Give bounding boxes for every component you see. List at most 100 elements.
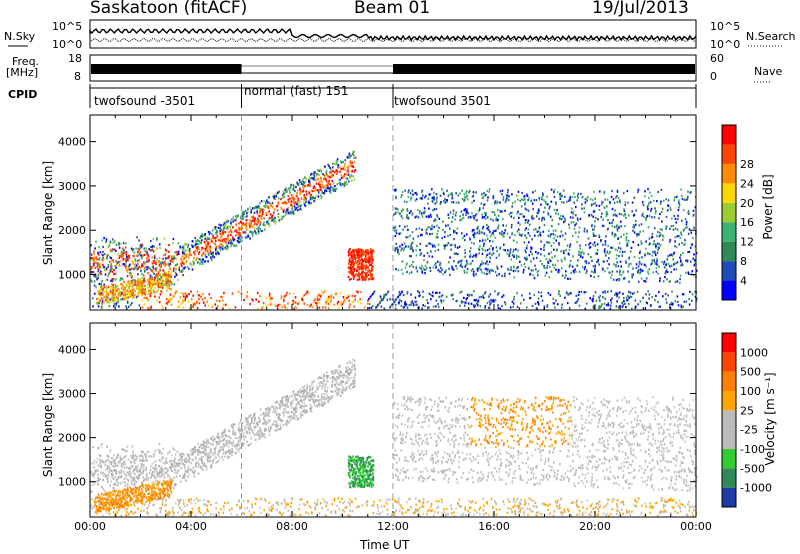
heatmap-cell xyxy=(296,189,299,192)
heatmap-cell xyxy=(602,296,604,299)
heatmap-cell xyxy=(406,214,408,217)
heatmap-cell xyxy=(694,290,696,293)
heatmap-cell xyxy=(217,460,219,463)
heatmap-cell xyxy=(173,283,176,286)
heatmap-cell xyxy=(126,300,129,303)
noise-right-tick-top: 10^5 xyxy=(710,20,741,33)
heatmap-cell xyxy=(428,226,431,229)
heatmap-cell xyxy=(369,256,371,260)
heatmap-cell xyxy=(475,213,478,216)
heatmap-cell xyxy=(369,255,372,258)
heatmap-cell xyxy=(368,297,370,301)
heatmap-cell xyxy=(583,252,585,255)
heatmap-cell xyxy=(192,303,195,307)
heatmap-cell xyxy=(159,293,162,296)
heatmap-cell xyxy=(113,240,116,243)
heatmap-cell xyxy=(157,471,159,474)
heatmap-cell xyxy=(158,442,161,446)
heatmap-cell xyxy=(158,273,161,276)
heatmap-cell xyxy=(523,241,526,244)
heatmap-cell xyxy=(217,436,219,439)
heatmap-cell xyxy=(265,297,268,300)
heatmap-cell xyxy=(677,199,680,202)
heatmap-cell xyxy=(146,257,148,260)
heatmap-cell xyxy=(96,278,98,281)
heatmap-cell xyxy=(504,303,507,306)
heatmap-cell xyxy=(455,192,457,195)
heatmap-cell xyxy=(242,214,244,217)
heatmap-cell xyxy=(615,264,617,267)
heatmap-cell xyxy=(333,378,335,381)
heatmap-cell xyxy=(340,184,342,187)
heatmap-cell xyxy=(453,229,455,232)
heatmap-cell xyxy=(275,195,277,198)
heatmap-cell xyxy=(644,254,646,257)
heatmap-cell xyxy=(610,276,612,279)
heatmap-cell xyxy=(455,300,458,303)
heatmap-cell xyxy=(141,455,144,458)
heatmap-cell xyxy=(137,293,140,296)
heatmap-cell xyxy=(339,182,342,185)
heatmap-cell xyxy=(208,293,211,296)
heatmap-cell xyxy=(501,193,503,196)
heatmap-cell xyxy=(543,199,545,202)
heatmap-cell xyxy=(230,244,232,248)
heatmap-cell xyxy=(316,189,319,192)
heatmap-cell xyxy=(533,293,536,296)
heatmap-cell xyxy=(583,207,586,210)
heatmap-cell xyxy=(400,299,403,303)
heatmap-cell xyxy=(407,195,410,198)
heatmap-cell xyxy=(140,286,143,289)
heatmap-cell xyxy=(158,296,160,299)
heatmap-cell xyxy=(670,253,673,256)
heatmap-cell xyxy=(177,300,180,303)
heatmap-cell xyxy=(277,213,280,216)
heatmap-cell xyxy=(416,270,419,273)
heatmap-cell xyxy=(284,201,286,204)
heatmap-cell xyxy=(309,193,312,196)
heatmap-cell xyxy=(147,298,150,302)
heatmap-cell xyxy=(356,249,358,253)
heatmap-cell xyxy=(647,252,650,255)
heatmap-cell xyxy=(150,249,152,252)
heatmap-cell xyxy=(407,191,410,194)
heatmap-cell xyxy=(502,198,505,201)
heatmap-cell xyxy=(459,215,461,218)
heatmap-cell xyxy=(181,251,184,254)
heatmap-cell xyxy=(338,307,340,310)
heatmap-cell xyxy=(674,236,676,239)
heatmap-cell xyxy=(172,447,174,450)
heatmap-cell xyxy=(291,210,293,213)
heatmap-cell xyxy=(615,265,617,268)
heatmap-cell xyxy=(616,293,618,296)
heatmap-cell xyxy=(254,230,256,233)
heatmap-cell xyxy=(300,191,303,194)
heatmap-cell xyxy=(285,293,287,296)
heatmap-cell xyxy=(274,304,277,307)
heatmap-cell xyxy=(432,305,435,308)
heatmap-cell xyxy=(207,241,209,244)
heatmap-cell xyxy=(257,307,259,310)
heatmap-cell xyxy=(588,262,590,265)
heatmap-cell xyxy=(266,199,268,202)
heatmap-cell xyxy=(297,202,299,205)
heatmap-cell xyxy=(155,273,158,276)
heatmap-cell xyxy=(92,260,95,263)
heatmap-cell xyxy=(618,273,621,276)
heatmap-cell xyxy=(252,299,254,302)
heatmap-cell xyxy=(127,256,129,259)
heatmap-cell xyxy=(453,238,455,241)
heatmap-cell xyxy=(162,257,164,260)
heatmap-cell xyxy=(328,176,331,179)
heatmap-cell xyxy=(510,268,512,271)
heatmap-cell xyxy=(478,229,481,232)
heatmap-cell xyxy=(234,219,237,222)
heatmap-cell xyxy=(560,258,563,261)
heatmap-cell xyxy=(352,254,354,257)
heatmap-cell xyxy=(207,245,209,248)
heatmap-cell xyxy=(642,203,645,207)
heatmap-cell xyxy=(606,304,608,307)
heatmap-cell xyxy=(575,214,577,217)
heatmap-cell xyxy=(207,260,209,263)
heatmap-cell xyxy=(344,159,347,162)
